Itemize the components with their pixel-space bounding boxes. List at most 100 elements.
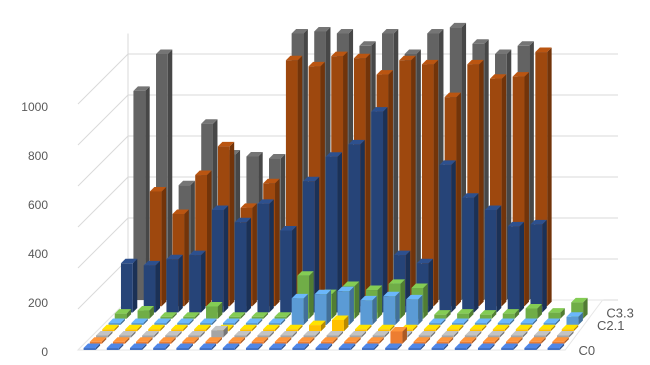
bar-side	[564, 337, 569, 344]
bar	[119, 331, 136, 338]
bar	[257, 331, 274, 338]
y-tick-label: 800	[28, 149, 48, 163]
bar-front	[436, 341, 449, 344]
bar-front	[477, 348, 491, 350]
bar-front	[297, 341, 310, 344]
bar	[489, 74, 507, 307]
bar-side	[343, 51, 348, 307]
bar	[535, 47, 552, 307]
bar-top	[538, 324, 556, 330]
bar-top	[217, 141, 235, 147]
bar-top	[292, 343, 309, 348]
bar-front	[166, 259, 179, 313]
bar-top	[376, 70, 393, 75]
bar-side	[402, 326, 407, 344]
bar	[240, 324, 257, 332]
bar-top	[274, 337, 292, 342]
bar-side	[519, 221, 525, 313]
bar	[285, 55, 303, 307]
bar-side	[349, 286, 354, 325]
bar-front	[325, 156, 338, 313]
side-gridline	[77, 53, 129, 105]
bar-top	[176, 343, 193, 348]
bar-front	[133, 90, 146, 301]
bar-top	[359, 41, 376, 46]
bar-front	[228, 341, 241, 344]
bar-front	[479, 314, 492, 319]
bar	[274, 337, 292, 344]
bar-front	[571, 302, 584, 319]
bar	[507, 221, 525, 313]
bar-top	[489, 74, 507, 79]
bar-side	[292, 331, 297, 338]
bar	[177, 318, 194, 325]
bar	[280, 331, 297, 338]
bar	[348, 139, 365, 313]
bar-side	[466, 343, 472, 350]
bar	[269, 343, 286, 350]
bar-side	[189, 318, 194, 325]
bar-side	[165, 343, 170, 350]
bar-side	[114, 324, 119, 332]
bar-top	[533, 331, 551, 336]
bar-side	[536, 343, 541, 350]
bar-top	[383, 291, 400, 297]
bar-front	[457, 313, 469, 319]
bar-top	[462, 193, 479, 198]
bar-front	[349, 335, 362, 338]
bar-front	[108, 323, 121, 325]
bar-front	[177, 323, 190, 325]
bar-front	[182, 341, 195, 344]
bar	[195, 170, 212, 307]
y-tick-label: 400	[28, 247, 48, 261]
bar-front	[171, 329, 184, 332]
bar-top	[507, 221, 525, 227]
bar-side	[560, 308, 565, 319]
bar	[506, 337, 523, 344]
bar-side	[418, 294, 423, 325]
y-tick-label: 0	[41, 345, 48, 359]
bar-top	[332, 315, 349, 320]
bar	[479, 310, 497, 319]
bar	[125, 324, 142, 332]
bar-top	[297, 271, 314, 276]
bar-top	[172, 209, 189, 214]
side-gridline	[77, 258, 129, 310]
bar-side	[108, 331, 113, 338]
bar-front	[543, 323, 556, 325]
bar-top	[228, 337, 246, 342]
bar	[367, 337, 384, 344]
bar-side	[428, 258, 434, 313]
bar-top	[251, 337, 269, 342]
bar	[474, 318, 492, 325]
bar-side	[195, 312, 200, 319]
bar-side	[383, 107, 388, 313]
bar	[354, 324, 372, 332]
bar-front	[441, 335, 454, 338]
bar-top	[245, 318, 263, 323]
bar-front	[112, 341, 125, 344]
bar-side	[468, 309, 474, 319]
bar-side	[509, 318, 515, 325]
bar	[228, 337, 246, 344]
bar-top	[547, 343, 565, 348]
bar-front	[257, 203, 270, 313]
bar-top	[487, 331, 505, 336]
bar	[399, 55, 416, 307]
bar-top	[291, 29, 308, 34]
bar-top	[182, 337, 199, 342]
bar-side	[411, 55, 416, 307]
bar-top	[263, 178, 280, 184]
bar-side	[201, 250, 206, 313]
bar-top	[102, 324, 119, 330]
bar-front	[188, 335, 201, 338]
bar	[457, 309, 474, 319]
bar-top	[543, 318, 561, 323]
bar-top	[469, 324, 487, 330]
series-row-label: C3.3	[606, 306, 633, 321]
bar	[561, 324, 579, 332]
bar	[166, 254, 183, 313]
bar-side	[356, 337, 361, 344]
bar-top	[285, 55, 303, 61]
bar	[451, 318, 469, 325]
